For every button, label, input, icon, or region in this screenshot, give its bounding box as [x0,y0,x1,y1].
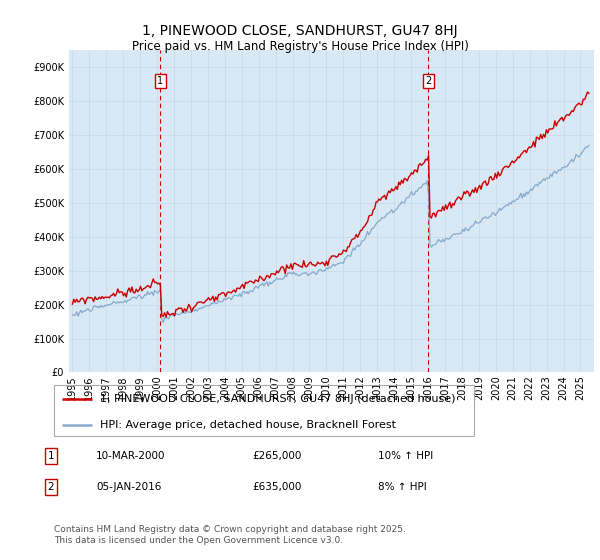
Text: £265,000: £265,000 [252,451,301,461]
Text: 1, PINEWOOD CLOSE, SANDHURST, GU47 8HJ (detached house): 1, PINEWOOD CLOSE, SANDHURST, GU47 8HJ (… [100,394,456,404]
Text: 05-JAN-2016: 05-JAN-2016 [96,482,161,492]
Text: 10% ↑ HPI: 10% ↑ HPI [378,451,433,461]
Text: 8% ↑ HPI: 8% ↑ HPI [378,482,427,492]
Text: 1, PINEWOOD CLOSE, SANDHURST, GU47 8HJ: 1, PINEWOOD CLOSE, SANDHURST, GU47 8HJ [142,24,458,38]
Text: Price paid vs. HM Land Registry's House Price Index (HPI): Price paid vs. HM Land Registry's House … [131,40,469,53]
Text: HPI: Average price, detached house, Bracknell Forest: HPI: Average price, detached house, Brac… [100,419,396,430]
Text: 2: 2 [47,482,55,492]
Text: 2: 2 [425,76,431,86]
Text: 10-MAR-2000: 10-MAR-2000 [96,451,166,461]
Text: 1: 1 [157,76,163,86]
Text: 1: 1 [47,451,55,461]
Text: £635,000: £635,000 [252,482,301,492]
Text: Contains HM Land Registry data © Crown copyright and database right 2025.
This d: Contains HM Land Registry data © Crown c… [54,525,406,545]
